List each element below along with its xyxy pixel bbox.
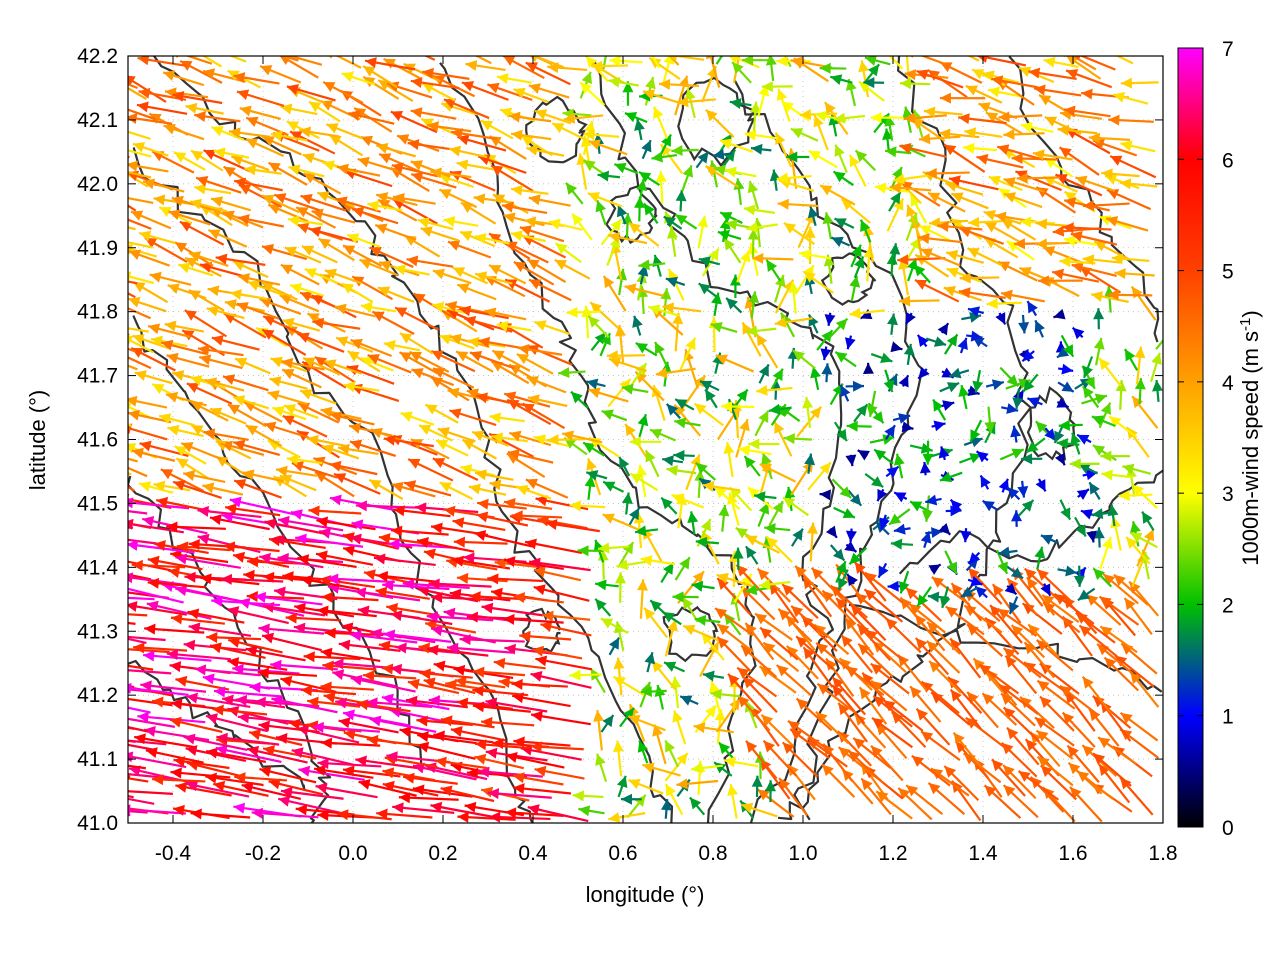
x-tick-label: 1.0 [788,842,817,865]
y-tick-label: 42.1 [77,109,118,132]
colorbar-tick-label: 2 [1222,594,1234,617]
wind-vector [71,519,133,530]
x-tick-label: 0.6 [608,842,637,865]
y-tick-label: 41.5 [77,492,118,515]
wind-vector [99,411,131,426]
colorbar-tick-label: 7 [1222,38,1234,61]
y-tick-label: 41.3 [77,620,118,643]
y-tick-label: 42.0 [77,173,118,196]
colorbar-tick-label: 0 [1222,817,1234,840]
x-tick-label: 1.8 [1148,842,1177,865]
x-axis-title: longitude (°) [586,882,705,907]
wind-vector [87,134,130,157]
x-tick-label: 0.2 [428,842,457,865]
colorbar-title: 1000m-wind speed (m s-1) [1237,310,1263,565]
x-tick-label: 0.8 [698,842,727,865]
y-tick-label: 41.4 [77,556,118,579]
wind-vector [95,461,131,474]
y-tick-label: 41.7 [77,365,118,388]
colorbar [1178,48,1203,827]
colorbar-tick-label: 6 [1222,149,1234,172]
x-tick-label: 0.0 [338,842,367,865]
wind-vector [81,716,134,729]
x-tick-label: -0.2 [245,842,281,865]
x-tick-label: -0.4 [155,842,192,865]
y-tick-label: 41.6 [77,429,118,452]
y-tick-label: 41.0 [77,812,118,835]
y-axis-title: latitude (°) [25,390,50,491]
y-tick-label: 41.9 [77,237,118,260]
x-tick-label: 1.2 [878,842,907,865]
wind-vector [74,588,128,600]
y-tick-label: 41.2 [77,684,118,707]
x-tick-label: 0.4 [518,842,548,865]
y-tick-label: 41.1 [77,748,118,771]
wind-vector [73,781,133,798]
y-tick-label: 41.8 [77,301,118,324]
x-tick-label: 1.4 [968,842,998,865]
colorbar-tick-label: 1 [1222,706,1234,729]
colorbar-tick-label: 3 [1222,483,1234,506]
y-tick-label: 42.2 [77,45,118,68]
wind-vector [93,86,127,98]
x-tick-label: 1.6 [1058,842,1087,865]
colorbar-tick-label: 5 [1222,261,1234,284]
colorbar-tick-label: 4 [1222,372,1234,395]
